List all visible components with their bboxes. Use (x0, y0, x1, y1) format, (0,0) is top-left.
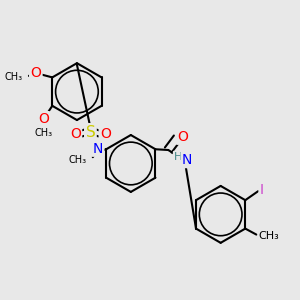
Text: CH₃: CH₃ (4, 72, 22, 82)
Text: O: O (30, 66, 41, 80)
Text: N: N (93, 142, 103, 155)
Text: O: O (177, 130, 188, 143)
Text: CH₃: CH₃ (68, 154, 86, 165)
Text: O: O (100, 127, 111, 140)
Text: S: S (85, 124, 95, 140)
Text: N: N (182, 153, 192, 167)
Text: CH₃: CH₃ (35, 128, 53, 138)
Text: O: O (38, 112, 49, 126)
Text: O: O (70, 127, 81, 140)
Text: H: H (174, 152, 182, 162)
Text: CH₃: CH₃ (259, 231, 280, 241)
Text: I: I (260, 183, 264, 197)
